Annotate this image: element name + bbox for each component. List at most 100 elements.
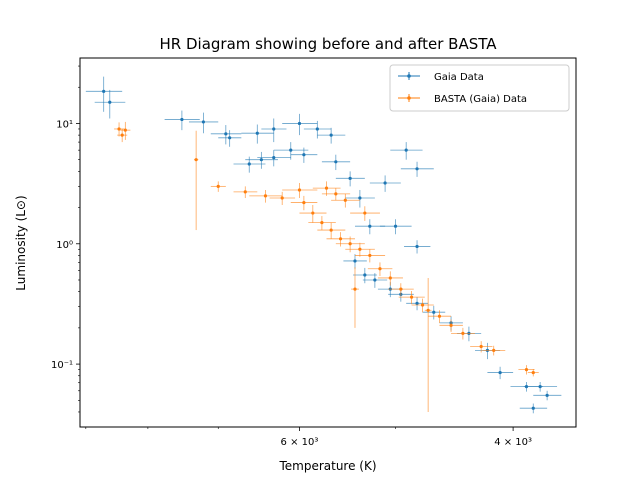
data-marker: [415, 167, 419, 171]
data-marker: [531, 370, 535, 375]
data-point: [257, 150, 291, 167]
data-point: [451, 327, 476, 340]
data-point: [428, 310, 452, 323]
data-point: [273, 142, 309, 160]
data-marker: [461, 331, 465, 335]
data-point: [210, 181, 226, 192]
data-point: [390, 142, 423, 160]
data-point: [354, 249, 386, 263]
data-marker: [180, 117, 184, 122]
data-marker: [315, 127, 319, 131]
data-point: [470, 341, 493, 353]
data-point: [369, 175, 401, 192]
data-marker: [383, 181, 387, 185]
legend-label: BASTA (Gaia) Data: [434, 94, 527, 105]
data-marker: [120, 133, 124, 137]
data-marker: [393, 224, 398, 228]
y-tick-label: 10⁻¹: [51, 360, 73, 371]
data-marker: [358, 247, 362, 251]
data-marker: [117, 127, 121, 131]
data-point: [282, 182, 318, 199]
data-marker: [311, 211, 315, 215]
data-marker: [449, 323, 453, 327]
data-point: [218, 130, 242, 147]
data-marker: [432, 310, 436, 314]
data-marker: [194, 158, 198, 162]
data-marker: [388, 276, 392, 280]
plot-area: 6 × 10³ 4 × 10³ 10⁻¹ 10⁰ 10¹: [51, 57, 577, 448]
data-point: [351, 267, 359, 328]
data-marker: [479, 344, 483, 349]
data-marker: [272, 156, 276, 160]
y-tick-label: 10¹: [56, 119, 73, 130]
data-marker: [334, 192, 338, 196]
data-marker: [420, 303, 425, 307]
data-marker: [297, 188, 302, 192]
data-point: [269, 191, 296, 206]
data-marker: [368, 224, 372, 228]
legend-marker: [407, 74, 411, 78]
data-marker: [320, 220, 324, 225]
data-point: [290, 147, 318, 163]
data-point: [241, 124, 274, 144]
data-marker: [259, 158, 263, 162]
data-marker: [524, 367, 529, 372]
data-point: [321, 188, 351, 201]
data-marker: [338, 237, 343, 241]
data-marker: [247, 162, 251, 166]
axes-frame: [79, 57, 577, 428]
x-tick-label: 6 × 10³: [281, 437, 319, 448]
data-marker: [399, 287, 403, 291]
data-point: [475, 342, 501, 360]
x-axis-label: Temperature (K): [278, 459, 376, 473]
chart-title: HR Diagram showing before and after BAST…: [160, 35, 498, 53]
data-marker: [272, 127, 276, 131]
data-point: [411, 298, 434, 313]
data-point: [94, 89, 126, 119]
data-marker: [437, 314, 442, 318]
data-point: [456, 326, 482, 342]
data-marker: [368, 253, 372, 258]
data-marker: [545, 393, 549, 397]
x-tick-label: 4 × 10³: [494, 437, 532, 448]
data-point: [353, 267, 377, 284]
data-point: [303, 120, 332, 139]
data-point: [335, 171, 365, 187]
data-marker: [297, 121, 302, 126]
data-point: [400, 161, 434, 177]
data-point: [210, 125, 242, 145]
data-marker: [353, 259, 357, 263]
legend-box: [389, 64, 570, 112]
data-marker: [216, 184, 220, 188]
data-point: [233, 156, 266, 173]
data-marker: [228, 136, 232, 140]
data-marker: [358, 196, 362, 200]
data-point: [527, 369, 539, 377]
data-marker: [302, 153, 306, 157]
data-point: [85, 76, 123, 112]
data-point: [406, 297, 429, 311]
data-point: [388, 283, 414, 296]
data-point: [193, 130, 199, 231]
data-point: [345, 189, 375, 208]
data-point: [299, 205, 327, 223]
y-tick-label: 10⁰: [56, 240, 73, 251]
data-point: [290, 195, 318, 211]
data-marker: [329, 133, 333, 137]
data-marker: [102, 89, 106, 93]
data-marker: [334, 160, 338, 164]
data-point: [439, 319, 463, 332]
data-marker: [343, 198, 347, 202]
data-marker: [378, 267, 382, 271]
data-marker: [426, 308, 430, 312]
data-point: [317, 127, 346, 144]
data-marker: [243, 190, 247, 194]
data-point: [245, 151, 278, 169]
data-marker: [492, 348, 496, 352]
data-marker: [373, 278, 377, 282]
data-marker: [538, 384, 542, 389]
data-marker: [108, 100, 112, 104]
data-marker: [415, 301, 419, 305]
y-axis-label: Luminosity (L⊙): [14, 195, 28, 290]
data-point: [487, 366, 514, 380]
